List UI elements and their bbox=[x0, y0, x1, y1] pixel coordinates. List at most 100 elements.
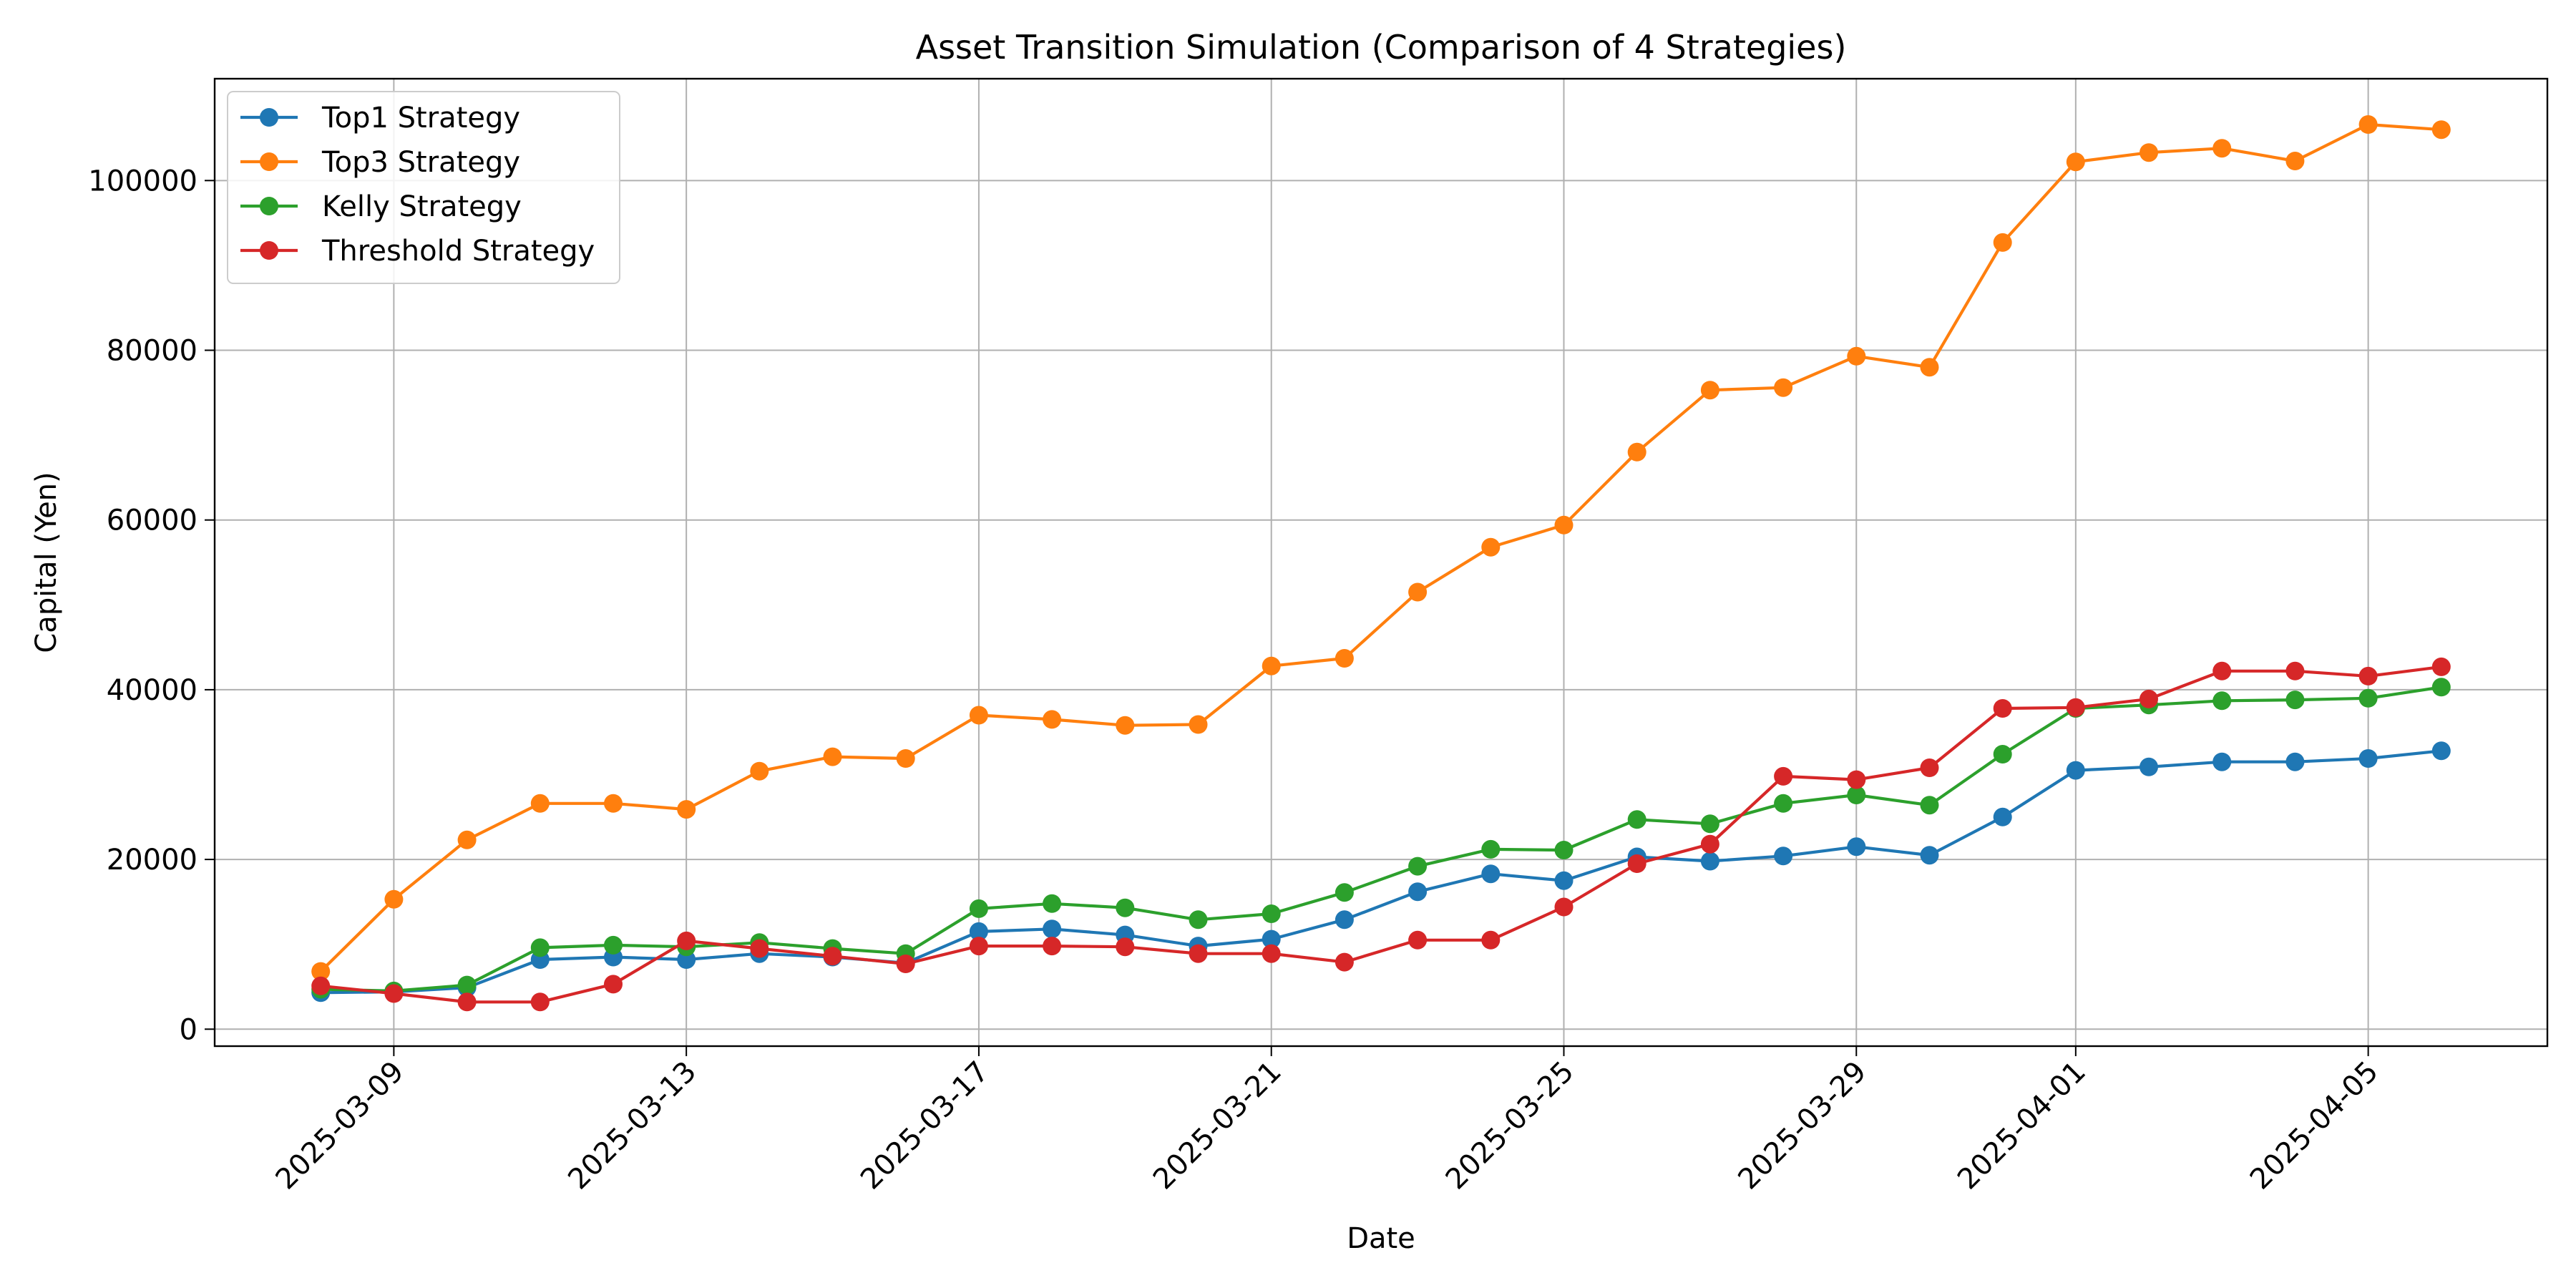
data-point bbox=[2285, 752, 2305, 771]
data-point bbox=[1408, 882, 1428, 902]
chart-title: Asset Transition Simulation (Comparison … bbox=[916, 28, 1847, 67]
data-point bbox=[1920, 758, 1939, 777]
data-point bbox=[1043, 894, 1062, 913]
legend-marker bbox=[260, 152, 278, 171]
data-point bbox=[1262, 656, 1281, 675]
data-point bbox=[2431, 657, 2451, 676]
data-point bbox=[969, 899, 988, 918]
data-point bbox=[2358, 666, 2378, 686]
data-point bbox=[604, 794, 623, 813]
data-point bbox=[457, 975, 477, 995]
data-point bbox=[1700, 852, 1719, 871]
data-point bbox=[1627, 442, 1646, 462]
data-point bbox=[2212, 661, 2232, 680]
data-point bbox=[1189, 715, 1208, 734]
data-point bbox=[1481, 537, 1501, 557]
series-layer bbox=[311, 115, 2451, 1012]
data-point bbox=[1847, 770, 1866, 789]
y-axis-label: Capital (Yen) bbox=[30, 472, 63, 653]
data-point bbox=[1481, 839, 1501, 859]
data-point bbox=[1774, 847, 1793, 866]
data-point bbox=[530, 938, 550, 957]
data-point bbox=[1847, 346, 1866, 366]
y-tick-label: 0 bbox=[180, 1013, 197, 1046]
data-point bbox=[1481, 930, 1501, 950]
data-point bbox=[1408, 857, 1428, 876]
data-point bbox=[1554, 841, 1574, 859]
data-point bbox=[1335, 952, 1354, 972]
data-point bbox=[530, 794, 550, 813]
data-point bbox=[1335, 883, 1354, 902]
series-line bbox=[321, 749, 2442, 995]
data-point bbox=[677, 950, 696, 969]
data-point bbox=[2285, 152, 2305, 170]
data-point bbox=[1920, 358, 1939, 377]
data-point bbox=[1335, 649, 1354, 668]
data-point bbox=[969, 922, 988, 941]
data-point bbox=[1116, 716, 1135, 735]
series-line bbox=[320, 665, 2442, 1004]
data-point bbox=[2212, 139, 2232, 158]
plot-frame bbox=[213, 77, 2549, 1048]
data-point bbox=[604, 975, 623, 994]
series-group bbox=[311, 115, 2451, 981]
data-point bbox=[311, 962, 331, 981]
data-point bbox=[677, 800, 696, 819]
data-point bbox=[1847, 837, 1866, 857]
y-tick-label: 60000 bbox=[107, 504, 197, 537]
data-point bbox=[2066, 761, 2085, 780]
legend-label: Top1 Strategy bbox=[321, 102, 520, 135]
y-tick-label: 20000 bbox=[107, 844, 197, 877]
data-point bbox=[1189, 910, 1208, 930]
data-point bbox=[457, 830, 477, 849]
data-point bbox=[2140, 689, 2158, 708]
data-point bbox=[1700, 834, 1719, 854]
data-point bbox=[604, 935, 623, 955]
data-point bbox=[969, 937, 988, 956]
data-point bbox=[1262, 930, 1281, 949]
data-point bbox=[1554, 897, 1574, 917]
data-point bbox=[457, 992, 477, 1012]
series-line bbox=[319, 122, 2441, 973]
legend-box bbox=[227, 91, 620, 284]
data-point bbox=[311, 976, 331, 995]
data-point bbox=[2212, 691, 2232, 711]
data-point bbox=[750, 939, 769, 958]
data-point bbox=[896, 955, 915, 973]
data-point bbox=[2431, 741, 2451, 761]
data-point bbox=[2285, 661, 2305, 680]
x-axis-label: Date bbox=[1347, 1222, 1415, 1255]
data-point bbox=[823, 747, 842, 766]
legend-item: Top1 Strategy bbox=[240, 102, 520, 135]
data-point bbox=[1774, 766, 1793, 786]
data-point bbox=[1262, 904, 1281, 923]
data-point bbox=[1627, 810, 1646, 829]
data-point bbox=[530, 992, 550, 1012]
data-point bbox=[1774, 378, 1793, 397]
data-point bbox=[2066, 698, 2085, 717]
data-point bbox=[1116, 937, 1135, 957]
data-point bbox=[1554, 871, 1574, 890]
data-point bbox=[1627, 854, 1646, 873]
data-point bbox=[2431, 678, 2451, 697]
data-point bbox=[2140, 757, 2158, 776]
data-point bbox=[896, 749, 915, 768]
data-point bbox=[2285, 691, 2305, 710]
legend-marker bbox=[260, 197, 278, 215]
data-point bbox=[1481, 864, 1501, 884]
data-point bbox=[1920, 846, 1939, 865]
data-point bbox=[1993, 699, 2012, 718]
data-point bbox=[750, 761, 769, 781]
data-point bbox=[2358, 749, 2378, 768]
data-point bbox=[823, 947, 842, 966]
data-point bbox=[1993, 807, 2012, 826]
legend-label: Kelly Strategy bbox=[322, 190, 522, 223]
data-point bbox=[1774, 794, 1793, 813]
data-point bbox=[2212, 752, 2232, 771]
y-tick-label: 40000 bbox=[107, 674, 197, 707]
data-point bbox=[969, 706, 988, 725]
y-tick-label: 100000 bbox=[88, 165, 197, 197]
data-point bbox=[1700, 814, 1719, 834]
